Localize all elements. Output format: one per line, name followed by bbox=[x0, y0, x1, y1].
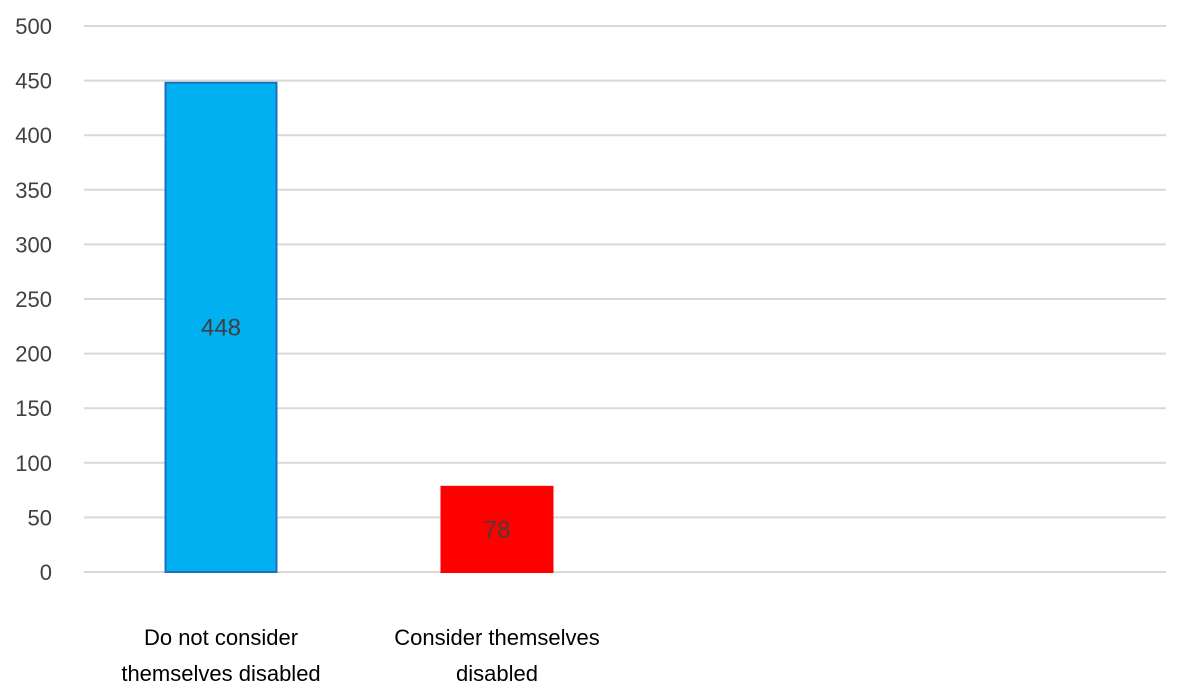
y-tick-label: 50 bbox=[28, 505, 52, 530]
bar bbox=[440, 485, 554, 574]
bar bbox=[164, 81, 278, 573]
y-tick-label: 500 bbox=[15, 14, 52, 39]
x-axis-categories: Do not consider themselves disabled Consid… bbox=[121, 625, 599, 686]
y-tick-label: 200 bbox=[15, 342, 52, 367]
y-tick-label: 400 bbox=[15, 123, 52, 148]
data-labels: 448 78 bbox=[201, 314, 510, 543]
data-label: 78 bbox=[484, 516, 511, 543]
x-category-label: disabled bbox=[456, 661, 538, 686]
y-axis-ticks: 0 50 100 150 200 250 300 350 400 450 500 bbox=[15, 14, 52, 585]
x-category-label: Consider themselves bbox=[394, 625, 599, 650]
y-tick-label: 300 bbox=[15, 232, 52, 257]
y-tick-label: 450 bbox=[15, 69, 52, 94]
x-category-label: Do not consider bbox=[144, 625, 298, 650]
y-tick-label: 350 bbox=[15, 178, 52, 203]
y-tick-label: 250 bbox=[15, 287, 52, 312]
data-label: 448 bbox=[201, 314, 241, 341]
bars bbox=[164, 81, 554, 574]
y-tick-label: 100 bbox=[15, 451, 52, 476]
y-tick-label: 150 bbox=[15, 396, 52, 421]
y-tick-label: 0 bbox=[40, 560, 52, 585]
x-category-label: themselves disabled bbox=[121, 661, 320, 686]
